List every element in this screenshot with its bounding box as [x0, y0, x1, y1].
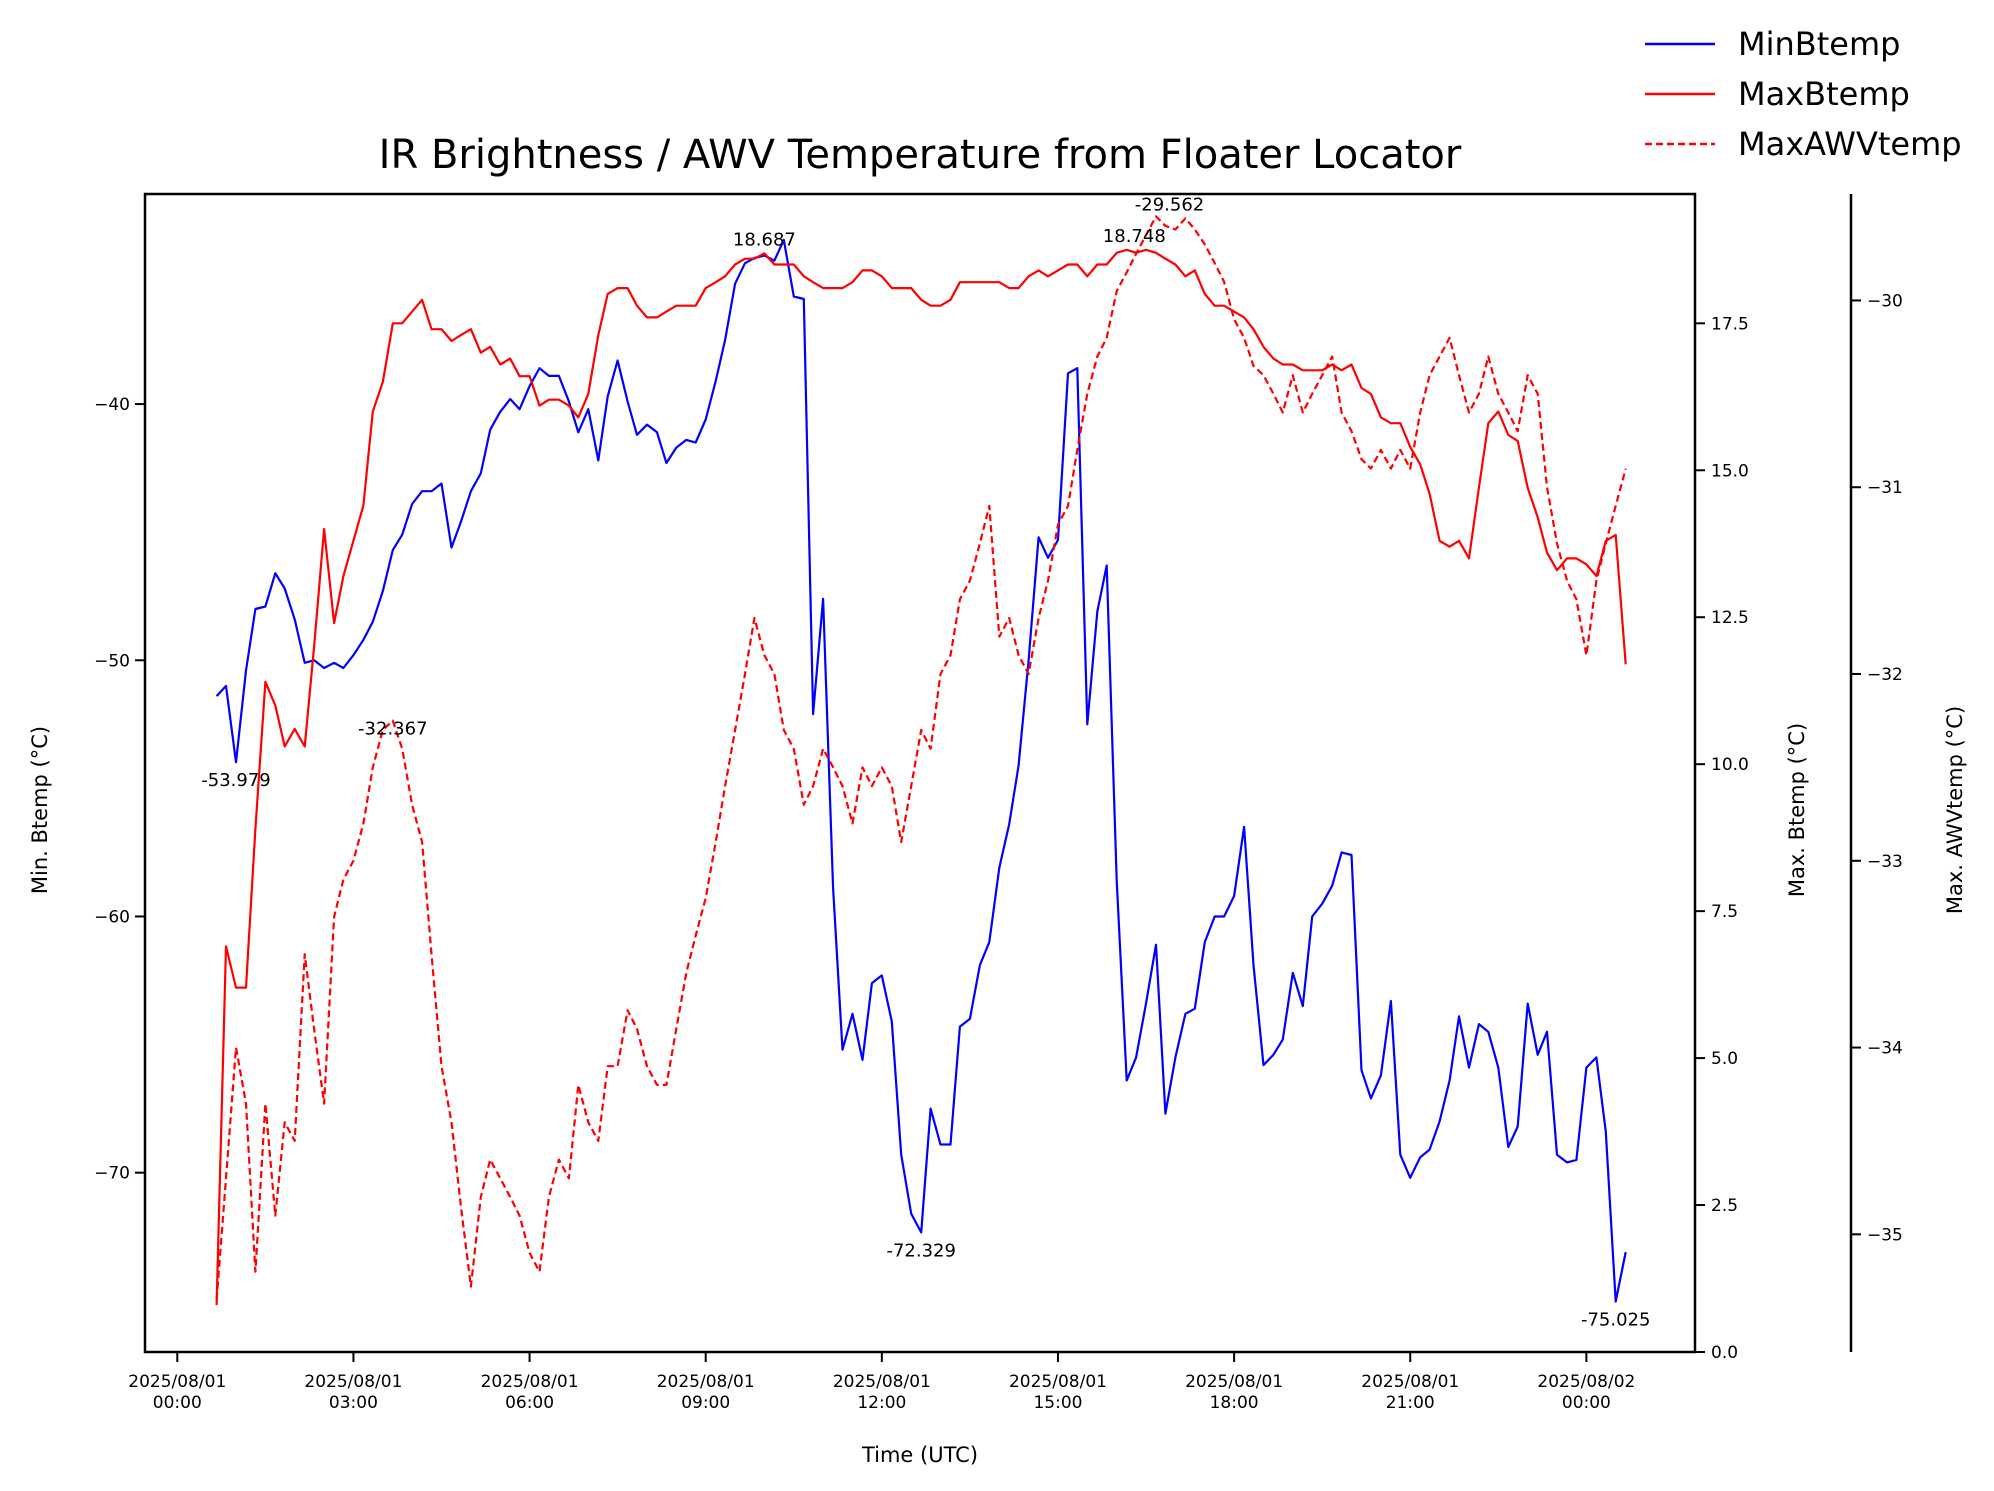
- annotation-layer: -53.979 -72.329 -75.025 18.687 18.748 -32.367…: [201, 195, 1650, 1331]
- right-tick-label: 7.5: [1711, 902, 1738, 922]
- x-tick-label-date: 2025/08/01: [1009, 1372, 1107, 1392]
- right-tick-label: 12.5: [1711, 608, 1749, 628]
- x-tick-label-date: 2025/08/01: [833, 1372, 931, 1392]
- right-tick-label: 2.5: [1711, 1196, 1738, 1216]
- annotation-label-2: -75.025: [1581, 1309, 1650, 1330]
- far-right-tick-label: −34: [1867, 1039, 1903, 1059]
- x-tick-label-date: 2025/08/01: [481, 1372, 579, 1392]
- series-layer: [215, 215, 1627, 1306]
- plot-frame: [143, 192, 1697, 1354]
- right-tick-label: 10.0: [1711, 755, 1749, 775]
- left-tick-label: −70: [94, 1164, 130, 1184]
- x-tick-label-time: 21:00: [1386, 1393, 1435, 1413]
- right-tick-label: 0.0: [1711, 1343, 1738, 1363]
- far-right-tick-label: −35: [1867, 1225, 1903, 1245]
- annotation-label-4: 18.748: [1103, 226, 1166, 247]
- x-tick-label-time: 18:00: [1210, 1393, 1259, 1413]
- right-axis-label: Max. Btemp (°C): [1785, 723, 1809, 897]
- left-tick-label: −60: [94, 907, 130, 927]
- x-tick-label-date: 2025/08/01: [1361, 1372, 1459, 1392]
- annotation-label-0: -53.979: [201, 770, 270, 791]
- series-line-maxawvtemp: [215, 215, 1627, 1300]
- far-right-tick-label: −33: [1867, 852, 1903, 872]
- annotation-label-1: -72.329: [886, 1240, 955, 1261]
- annotation-label-6: -29.562: [1135, 195, 1204, 216]
- x-tick-label-date: 2025/08/01: [304, 1372, 402, 1392]
- x-tick-label-time: 09:00: [681, 1393, 730, 1413]
- x-tick-label-time: 03:00: [329, 1393, 378, 1413]
- axis-layer: 2025/08/0100:002025/08/0103:002025/08/01…: [94, 192, 1903, 1413]
- x-tick-label-time: 00:00: [153, 1393, 202, 1413]
- right-tick-label: 5.0: [1711, 1049, 1738, 1069]
- x-tick-label-date: 2025/08/01: [128, 1372, 226, 1392]
- x-tick-label-date: 2025/08/01: [1185, 1372, 1283, 1392]
- annotation-label-3: 18.687: [733, 230, 796, 251]
- x-tick-label-time: 00:00: [1562, 1393, 1611, 1413]
- x-tick-label-date: 2025/08/02: [1537, 1372, 1635, 1392]
- x-tick-label-time: 12:00: [857, 1393, 906, 1413]
- right-tick-label: 17.5: [1711, 314, 1749, 334]
- left-tick-label: −40: [94, 395, 130, 415]
- far-right-axis-label: Max. AWVtemp (°C): [1943, 706, 1967, 914]
- x-tick-label-time: 15:00: [1033, 1393, 1082, 1413]
- left-tick-label: −50: [94, 651, 130, 671]
- legend-label-maxawvtemp: MaxAWVtemp: [1738, 125, 1962, 163]
- right-tick-label: 15.0: [1711, 461, 1749, 481]
- legend: MinBtemp MaxBtemp MaxAWVtemp: [1645, 25, 1962, 163]
- far-right-tick-label: −30: [1867, 291, 1903, 311]
- legend-label-maxbtemp: MaxBtemp: [1738, 75, 1910, 113]
- far-right-tick-label: −31: [1867, 478, 1903, 498]
- series-line-minbtemp: [215, 238, 1627, 1303]
- annotation-label-5: -32.367: [358, 719, 427, 740]
- far-right-tick-label: −32: [1867, 665, 1903, 685]
- left-axis-label: Min. Btemp (°C): [28, 726, 52, 894]
- x-tick-label-date: 2025/08/01: [657, 1372, 755, 1392]
- series-line-maxbtemp: [215, 248, 1627, 1306]
- chart-title: IR Brightness / AWV Temperature from Flo…: [379, 132, 1462, 178]
- x-tick-label-time: 06:00: [505, 1393, 554, 1413]
- x-axis-label: Time (UTC): [861, 1443, 978, 1467]
- legend-label-minbtemp: MinBtemp: [1738, 25, 1900, 63]
